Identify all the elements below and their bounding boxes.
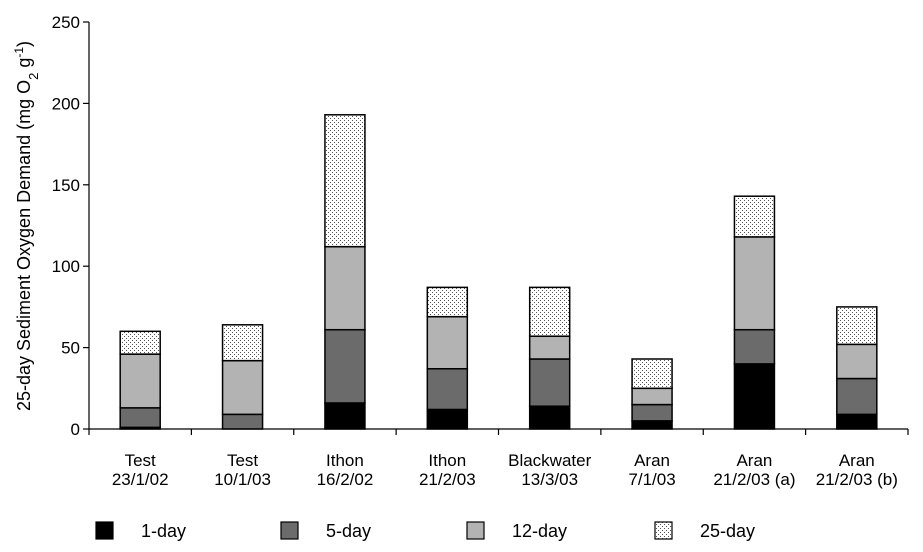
category-label: 10/1/03 — [214, 470, 271, 489]
y-ticks: 0 50 100 150 200 250 — [52, 13, 89, 439]
bar-segment-1-day — [836, 413, 878, 430]
axes — [88, 22, 908, 430]
bar-segment-5-day — [221, 413, 264, 430]
bar-segment-12-day — [631, 387, 673, 406]
bar-segment-5-day — [631, 403, 673, 422]
bar-segment-25-day — [836, 306, 878, 346]
legend: 1-day 5-day 12-day 25-day — [95, 521, 755, 541]
bar-segment-25-day — [426, 286, 469, 318]
bar-segment-1-day — [733, 363, 776, 430]
category-label: Test — [125, 451, 156, 470]
bar-segment-1-day — [426, 408, 469, 430]
y-tick-label: 50 — [61, 339, 80, 358]
category-label: 16/2/02 — [317, 470, 374, 489]
bar-segment-5-day — [733, 328, 776, 365]
legend-label: 25-day — [700, 521, 755, 541]
y-tick-label: 250 — [52, 13, 80, 32]
bar-segment-12-day — [426, 315, 469, 370]
bar-segment-5-day — [324, 328, 366, 404]
bar-segment-12-day — [119, 353, 161, 409]
bar-segment-5-day — [426, 368, 469, 411]
legend-swatch-25-day — [654, 521, 673, 540]
category-label: Ithon — [326, 451, 364, 470]
category-labels: Test23/1/02Test10/1/03Ithon16/2/02Ithon2… — [112, 451, 898, 489]
bar-segment-25-day — [528, 286, 571, 337]
bar-segment-25-day — [119, 330, 161, 355]
category-label: 13/3/03 — [521, 470, 578, 489]
category-label: Test — [227, 451, 258, 470]
y-tick-label: 200 — [52, 94, 80, 113]
category-label: 23/1/02 — [112, 470, 169, 489]
bar-segment-25-day — [733, 195, 776, 238]
bar-segment-12-day — [733, 236, 776, 331]
category-label: 21/2/03 (a) — [713, 470, 795, 489]
x-ticks — [88, 429, 909, 435]
bar-segment-5-day — [528, 358, 571, 407]
bar-segment-1-day — [324, 402, 366, 430]
legend-label: 1-day — [141, 521, 186, 541]
bar-segment-25-day — [324, 114, 366, 248]
y-axis-title: 25-day Sediment Oxygen Demand (mg O2 g-1… — [12, 41, 41, 411]
y-tick-label: 100 — [52, 257, 80, 276]
legend-label: 5-day — [326, 521, 371, 541]
bar-segment-1-day — [528, 405, 571, 430]
y-tick-label: 0 — [71, 420, 80, 439]
bar-segment-25-day — [631, 358, 673, 390]
bar-segment-5-day — [836, 377, 878, 416]
category-label: 21/2/03 (b) — [816, 470, 898, 489]
category-label: Aran — [736, 451, 772, 470]
legend-swatch-5-day — [280, 521, 299, 540]
category-label: Aran — [634, 451, 670, 470]
bars — [119, 114, 878, 430]
bar-segment-12-day — [221, 359, 264, 416]
legend-swatch-12-day — [466, 521, 485, 540]
bar-segment-5-day — [119, 407, 161, 429]
category-label: Ithon — [428, 451, 466, 470]
legend-label: 12-day — [512, 521, 567, 541]
bar-segment-12-day — [528, 335, 571, 360]
legend-swatch-1-day — [95, 521, 114, 540]
category-label: 7/1/03 — [628, 470, 675, 489]
category-label: Aran — [839, 451, 875, 470]
category-label: Blackwater — [508, 451, 591, 470]
category-label: 21/2/03 — [419, 470, 476, 489]
bar-segment-1-day — [631, 420, 673, 430]
y-tick-label: 150 — [52, 176, 80, 195]
bar-segment-12-day — [324, 245, 366, 331]
bar-segment-12-day — [836, 343, 878, 380]
bar-segment-25-day — [221, 324, 264, 362]
